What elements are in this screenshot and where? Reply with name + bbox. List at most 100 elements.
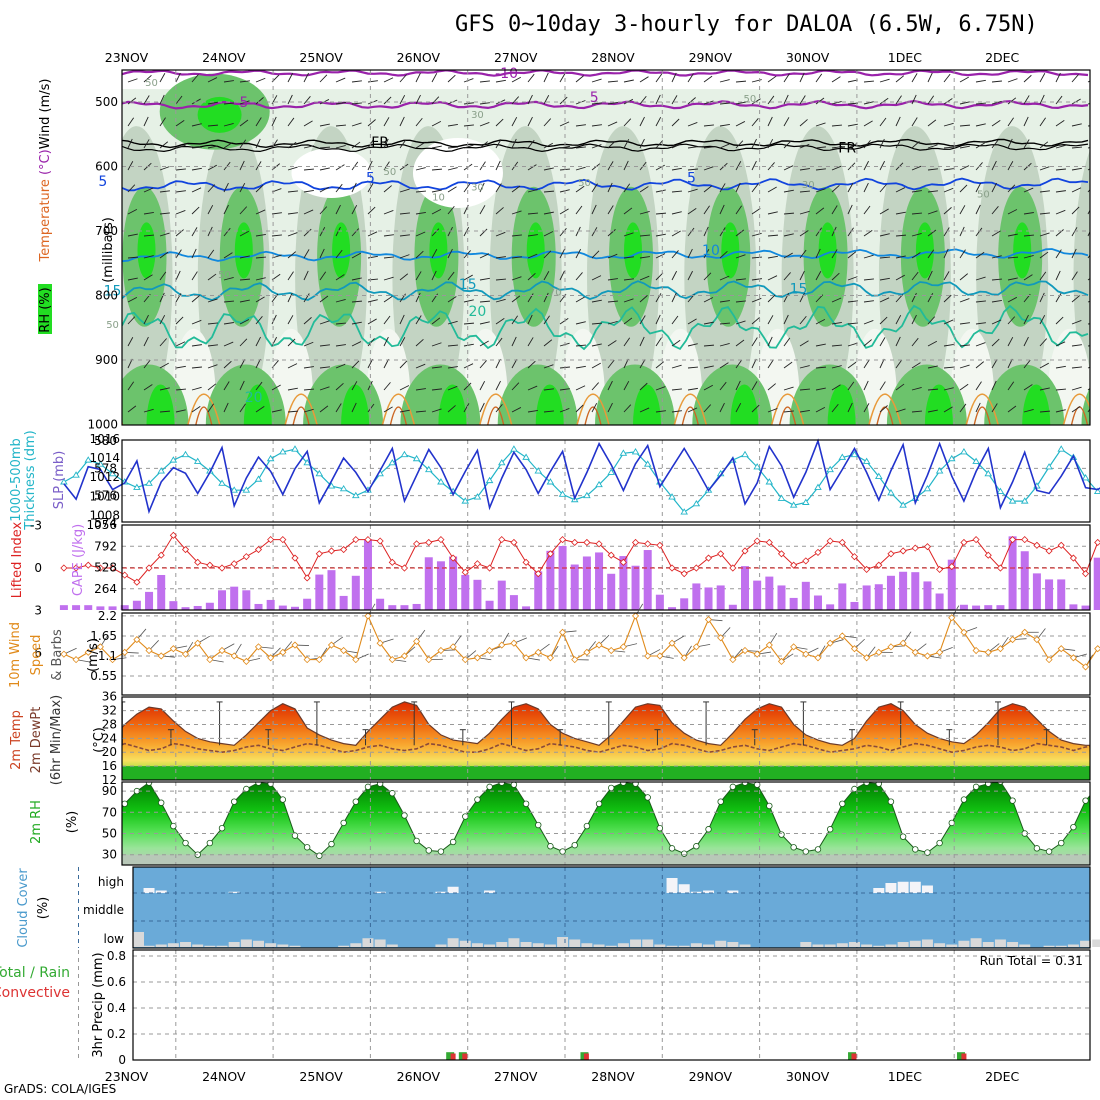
wind-barb (287, 232, 298, 237)
rh-point (376, 782, 384, 787)
rh-point (122, 800, 128, 808)
wind-barb (959, 322, 970, 325)
contour-label: 5 (590, 90, 599, 106)
li-point (765, 538, 773, 547)
wind-barb (335, 102, 346, 105)
wind-barb (223, 322, 234, 325)
li-point (996, 564, 1004, 572)
wind-barb (863, 300, 874, 303)
cape-bar (692, 583, 701, 610)
wind-barb (399, 212, 410, 215)
wind-barb (639, 336, 645, 347)
wind-barb (575, 166, 586, 171)
wind-barb (911, 141, 920, 149)
cape-bar (838, 583, 847, 610)
wind-barb (1071, 248, 1077, 259)
wind-barb (415, 72, 421, 83)
wind-barb (255, 77, 266, 83)
cloud-low-bar (703, 944, 715, 947)
wind-barb (863, 101, 874, 105)
cape-tick: 1056 (86, 518, 117, 532)
wind-barb (943, 248, 949, 259)
cloud-low-bar (569, 939, 581, 947)
cloud-high-bar (873, 888, 885, 893)
li-point (607, 551, 615, 559)
wind-barb (223, 122, 234, 127)
temp-contour-25 (965, 393, 999, 425)
wind-barb (175, 293, 182, 303)
wind-speed-point (668, 639, 676, 647)
wind-barb (559, 407, 570, 413)
wind-barb (623, 278, 634, 281)
wind-barb (447, 405, 456, 413)
rh-point (425, 847, 432, 854)
wind-barb (1071, 344, 1082, 347)
wind-barb (991, 255, 1002, 259)
wind-barb (495, 404, 503, 413)
wind-barb (895, 314, 902, 325)
wind-barb (767, 211, 778, 215)
thickness-point (972, 457, 980, 464)
wind-barb (447, 296, 457, 303)
wind-barb (543, 94, 550, 105)
cape-tick: 264 (94, 582, 117, 596)
wind-barb (623, 79, 634, 83)
wind-barb (143, 95, 150, 105)
wind-barb (735, 182, 741, 193)
cape-bar (1069, 604, 1078, 610)
wind-barb (767, 186, 777, 193)
wind-speed-point (254, 643, 263, 651)
wind-barb (607, 101, 618, 105)
upper-air-tick: 700 (95, 224, 118, 238)
wind-barb (479, 141, 488, 149)
wind-speed-point (425, 656, 433, 664)
wind-barb (687, 207, 697, 215)
wind-barb (623, 317, 633, 325)
wind-barb (991, 299, 1002, 303)
cloud-low-bar (848, 942, 860, 947)
li-point (364, 536, 372, 544)
rh-area (122, 782, 1090, 865)
wind-barb (591, 382, 599, 391)
cape-bar (655, 594, 664, 610)
cape-bar (242, 590, 251, 610)
li-point (717, 550, 725, 558)
wind-barb (751, 208, 761, 215)
cloud-high-bar (703, 890, 715, 893)
li-point (899, 547, 907, 555)
cape-bar (218, 590, 227, 610)
thickness-point (218, 479, 226, 486)
wind-barb (303, 189, 314, 193)
wind-barb (815, 97, 825, 105)
rh-point (413, 837, 420, 845)
cape-bar (935, 593, 944, 610)
cloud-row-label-low: low (104, 932, 125, 946)
thickness-point (546, 478, 555, 485)
wind-barb (895, 116, 901, 127)
cloud-low-bar (362, 938, 374, 947)
cape-bar (449, 556, 458, 610)
wind-barb (671, 230, 681, 237)
wind-barb (271, 384, 281, 391)
rh-tick: 30 (102, 848, 117, 862)
wind-barb (1023, 234, 1034, 237)
wind-barb (431, 168, 443, 171)
wind-barb (591, 183, 598, 193)
wind-speed-point (376, 639, 384, 647)
wind-speed-point (388, 656, 396, 664)
wind-barb (255, 138, 261, 149)
wind-barb (671, 118, 680, 127)
ylabel-rh-unit: (%) (65, 811, 80, 834)
wind-barb (655, 164, 665, 171)
cape-bar (1057, 579, 1066, 610)
wind-speed-point (656, 652, 664, 660)
wind-barb (335, 298, 346, 303)
li-point (984, 551, 992, 559)
wind-barb (639, 407, 650, 413)
rh-point (595, 800, 603, 808)
wind-barb (335, 164, 345, 171)
wind-barb (719, 300, 730, 303)
wind-barb (943, 207, 952, 215)
cape-bar (619, 556, 628, 610)
wind-barb (911, 387, 922, 391)
